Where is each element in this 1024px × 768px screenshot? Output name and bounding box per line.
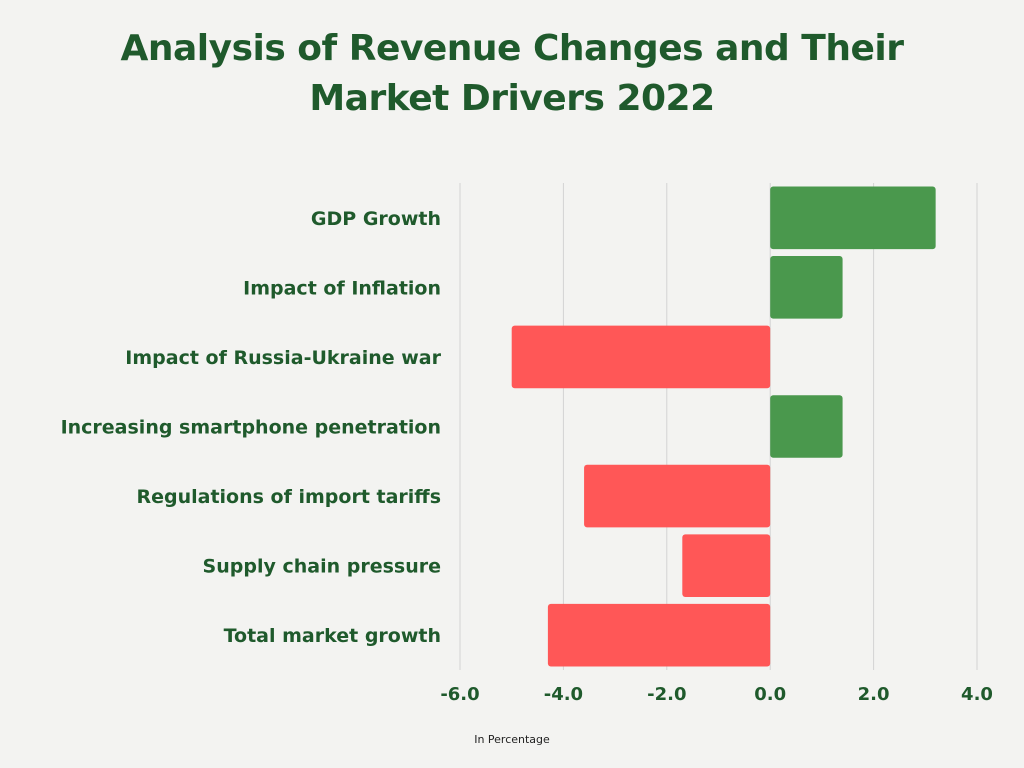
category-labels: GDP Growth Impact of Inflation Impact of R… <box>61 208 442 647</box>
category-label: Total market growth <box>224 625 441 647</box>
x-tick-label: -4.0 <box>544 684 583 705</box>
bar <box>547 603 771 667</box>
category-label: Supply chain pressure <box>203 556 441 578</box>
bars <box>511 186 936 667</box>
category-label: GDP Growth <box>311 208 441 230</box>
x-axis-title: In Percentage <box>474 733 550 746</box>
bar <box>770 186 936 250</box>
x-tick-label: 2.0 <box>858 684 890 705</box>
gridlines <box>459 183 978 670</box>
x-tick-label: 4.0 <box>961 684 993 705</box>
chart-title-line-2: Market Drivers 2022 <box>309 78 715 119</box>
chart-title: Analysis of Revenue Changes and Their Ma… <box>0 24 1024 124</box>
category-label: Increasing smartphone penetration <box>61 417 441 439</box>
bar <box>770 256 843 319</box>
x-tick-label: 0.0 <box>754 684 786 705</box>
x-tick-labels: -6.0 -4.0 -2.0 0.0 2.0 4.0 <box>440 684 993 705</box>
chart-title-line-1: Analysis of Revenue Changes and Their <box>120 28 904 69</box>
x-tick-label: -2.0 <box>647 684 686 705</box>
category-label: Impact of Russia-Ukraine war <box>125 347 441 369</box>
category-label: Regulations of import tariffs <box>136 486 441 508</box>
bar <box>511 325 771 389</box>
bar <box>584 464 771 528</box>
bar <box>770 395 843 458</box>
bar <box>682 534 771 597</box>
x-tick-label: -6.0 <box>440 684 479 705</box>
category-label: Impact of Inflation <box>243 277 441 299</box>
